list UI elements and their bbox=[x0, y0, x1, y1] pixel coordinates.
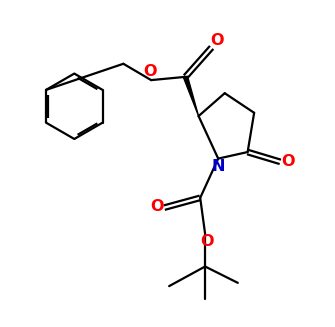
Text: O: O bbox=[200, 234, 213, 250]
Text: O: O bbox=[143, 64, 156, 79]
Text: O: O bbox=[150, 198, 164, 214]
Text: O: O bbox=[281, 154, 294, 169]
Text: N: N bbox=[211, 159, 225, 174]
Polygon shape bbox=[184, 76, 199, 116]
Text: O: O bbox=[210, 33, 223, 48]
